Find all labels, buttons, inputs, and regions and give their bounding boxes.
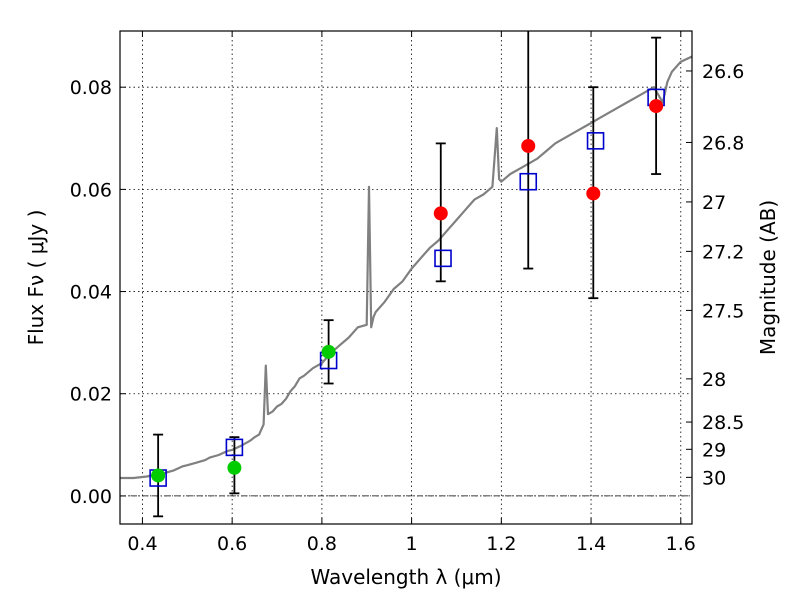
grid [120, 31, 692, 524]
model-photometry-square [519, 172, 538, 191]
model-photometry-square [225, 438, 244, 457]
model-spectrum-line [120, 55, 692, 480]
detection-point [151, 468, 166, 483]
y-tick-label: 0.06 [70, 179, 112, 201]
x-axis-label: Wavelength λ (μm) [310, 565, 501, 589]
detection-point [227, 460, 242, 475]
y2-axis-label: Magnitude (AB) [756, 200, 780, 355]
x-tick-label: 1.6 [666, 533, 696, 555]
markers [149, 88, 665, 487]
y2-tick-label: 27.2 [702, 241, 744, 263]
y2-tick-label: 26.6 [702, 61, 744, 83]
y-tick-label: 0.02 [70, 384, 112, 406]
y-tick-label: 0.04 [70, 282, 112, 304]
x-tick-label: 0.4 [127, 533, 157, 555]
nondetection-point [586, 186, 601, 201]
nondetection-point [521, 138, 536, 153]
y2-tick-label: 29 [702, 439, 726, 461]
plot-frame [119, 30, 693, 525]
x-tick-label: 1.4 [576, 533, 606, 555]
y-tick-label: 0.00 [70, 486, 112, 508]
y2-tick-label: 27 [702, 192, 726, 214]
nondetection-point [649, 99, 664, 114]
y2-tick-label: 30 [702, 467, 726, 489]
x-tick-label: 1 [406, 533, 418, 555]
detection-point [321, 344, 336, 359]
model-photometry-square [434, 249, 452, 268]
x-tick-label: 1.2 [486, 533, 516, 555]
nondetection-point [433, 206, 448, 221]
y2-tick-label: 27.5 [702, 300, 744, 322]
x-tick-label: 0.8 [307, 533, 337, 555]
axes: 0.4 0.6 0.8 1 1.2 1.4 1.6 0.00 0.02 0.04 0.06 0.08 2… [24, 31, 780, 589]
y-axis-label: Flux Fν ( μJy ) [24, 210, 48, 346]
model-photometry-square [586, 132, 605, 150]
y2-tick-label: 28 [702, 369, 726, 391]
y2-tick-label: 28.5 [702, 412, 744, 434]
y2-tick-label: 26.8 [702, 132, 744, 154]
x-tick-label: 0.6 [217, 533, 247, 555]
y-tick-label: 0.08 [70, 77, 112, 99]
